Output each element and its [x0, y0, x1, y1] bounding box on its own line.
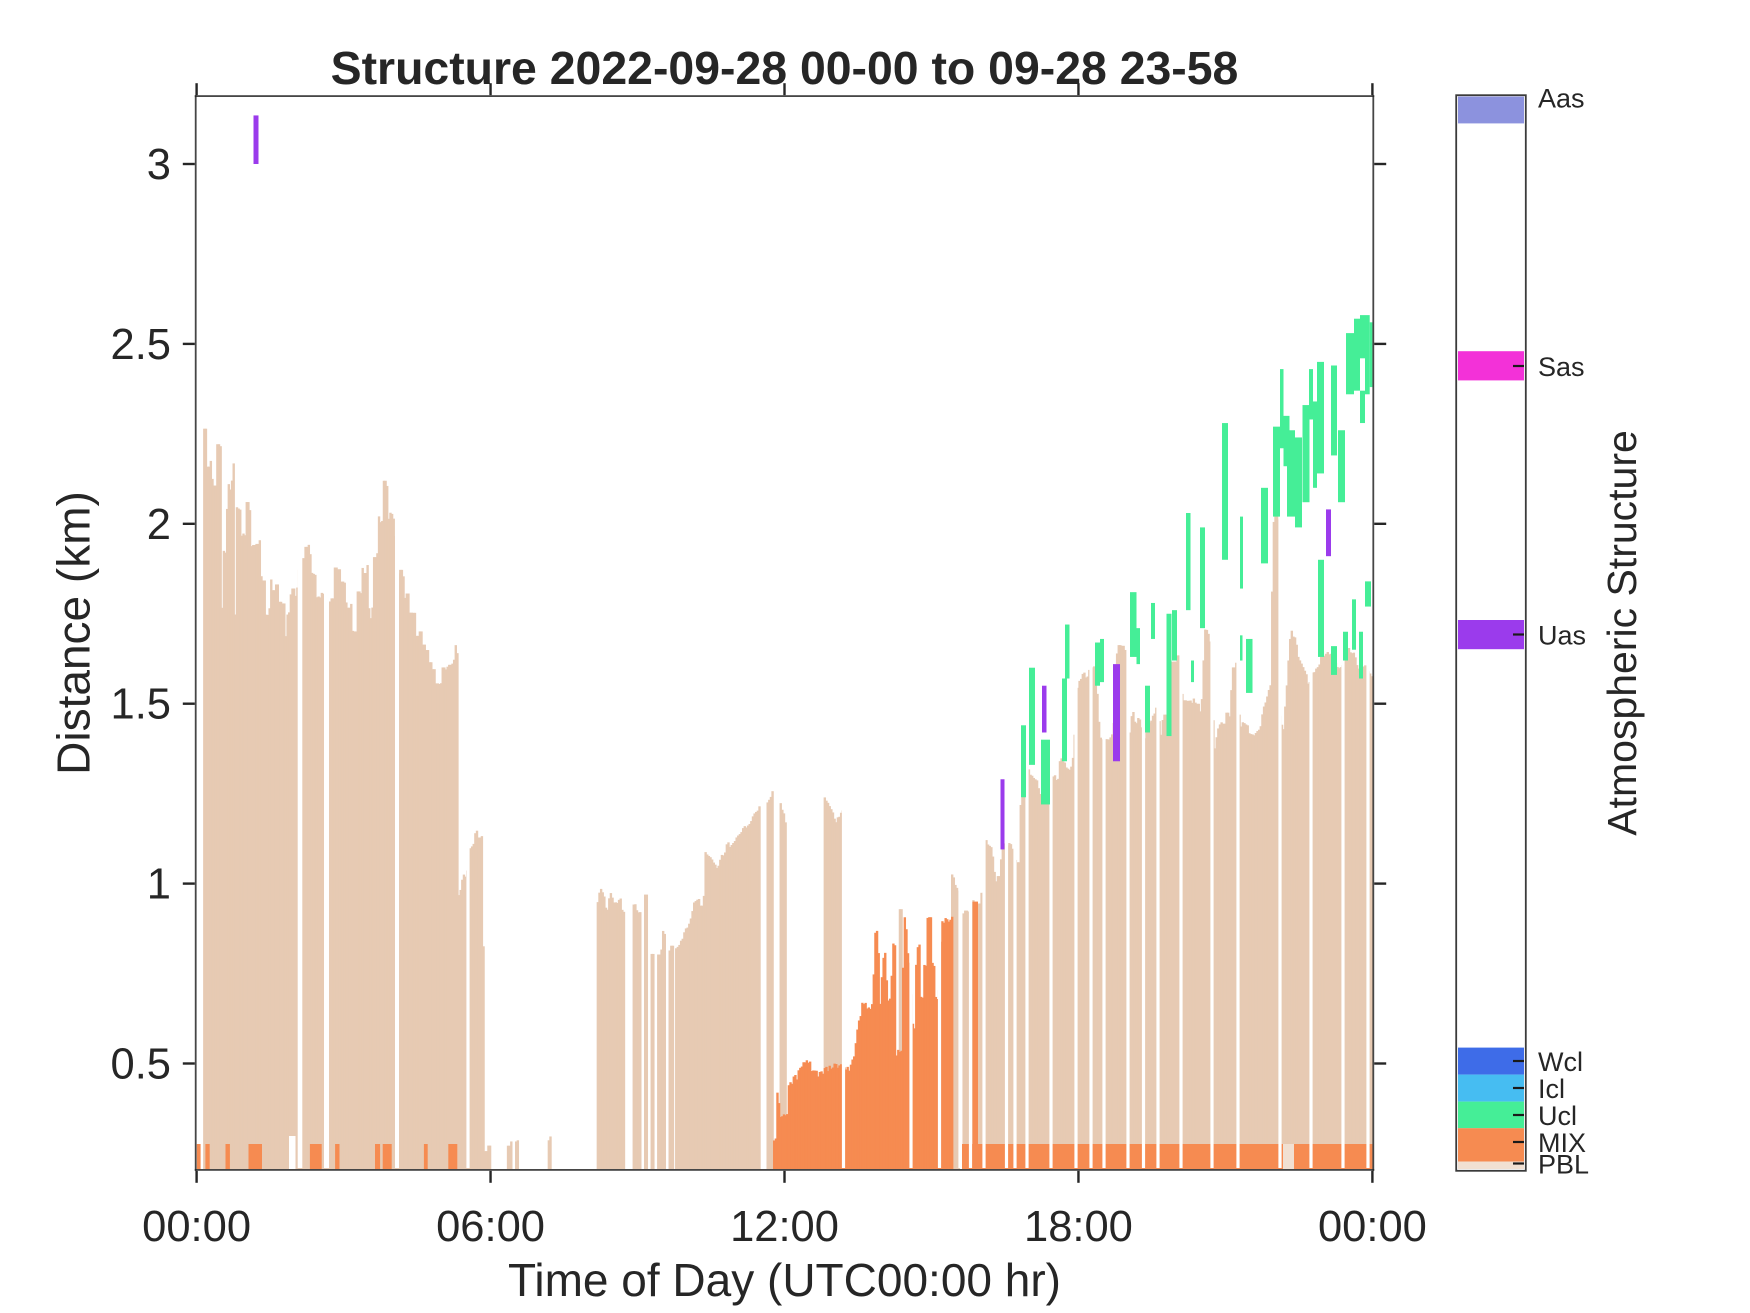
svg-text:00:00: 00:00 — [1318, 1203, 1427, 1251]
svg-text:Time of Day (UTC00:00 hr): Time of Day (UTC00:00 hr) — [508, 1254, 1061, 1306]
svg-text:0.5: 0.5 — [111, 1041, 171, 1089]
svg-text:Sas: Sas — [1538, 352, 1585, 382]
svg-text:2.5: 2.5 — [111, 321, 171, 369]
svg-text:Aas: Aas — [1538, 84, 1585, 114]
svg-text:Atmospheric Structure: Atmospheric Structure — [1599, 430, 1645, 836]
svg-text:Distance (km): Distance (km) — [48, 491, 100, 775]
svg-text:Ucl: Ucl — [1538, 1101, 1577, 1131]
svg-text:1.5: 1.5 — [111, 681, 171, 729]
svg-text:06:00: 06:00 — [436, 1203, 545, 1251]
svg-text:Structure 2022-09-28 00-00 to: Structure 2022-09-28 00-00 to 09-28 23-5… — [331, 42, 1239, 94]
svg-text:12:00: 12:00 — [730, 1203, 839, 1251]
svg-text:3: 3 — [147, 141, 171, 189]
svg-text:PBL: PBL — [1538, 1150, 1589, 1180]
svg-text:2: 2 — [147, 501, 171, 549]
svg-text:Wcl: Wcl — [1538, 1047, 1583, 1077]
svg-text:1: 1 — [147, 861, 171, 909]
svg-text:Icl: Icl — [1538, 1074, 1565, 1104]
svg-text:MIX: MIX — [1538, 1128, 1586, 1158]
svg-text:Uas: Uas — [1538, 621, 1586, 651]
svg-text:00:00: 00:00 — [142, 1203, 251, 1251]
svg-text:18:00: 18:00 — [1024, 1203, 1133, 1251]
